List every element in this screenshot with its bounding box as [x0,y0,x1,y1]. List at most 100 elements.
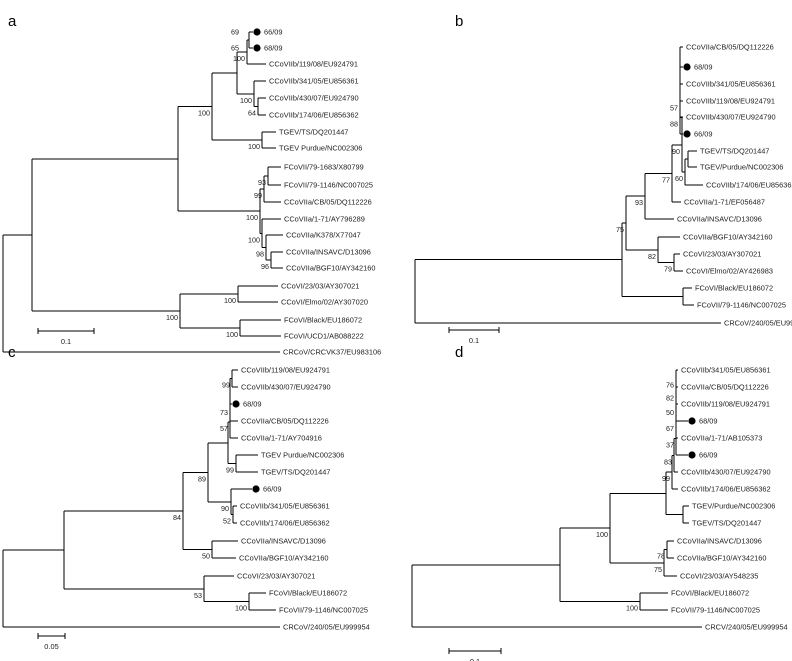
tip-label: CCoVI/23/03/AY307021 [237,572,315,581]
tip-label: FCoVI/UCD1/AB088222 [284,332,364,341]
bootstrap-value: 100 [626,604,638,613]
scale-bar-label: 0.05 [44,642,58,651]
isolate-marker-icon [683,63,691,71]
tip-label: TGEV Purdue/NC002306 [261,451,344,460]
bootstrap-value: 90 [221,504,229,513]
isolate-marker-icon [683,130,691,138]
bootstrap-value: 77 [662,175,670,184]
tip-label: FCoVII/79-1683/X80799 [284,163,364,172]
tip-label: CCoVIIb/119/08/EU924791 [686,97,775,106]
tip-label: CCoVIIb/341/05/EU856361 [240,502,330,511]
tip-label: FCoVII/79-1146/NC007025 [671,606,760,615]
tip-label: TGEV/TS/DQ201447 [700,147,769,156]
tip-label: CCoVIIa/K378/X77047 [286,231,361,240]
bootstrap-value: 99 [222,381,230,390]
tip-label: FCoVI/Black/EU186072 [284,316,362,325]
tip-label: 66/09 [263,485,282,494]
bootstrap-value: 84 [173,513,181,522]
tip-label: CRCoV/CRCVK37/EU983106 [283,348,381,357]
tip-label: CCoVIIa/BGF10/AY342160 [683,233,772,242]
bootstrap-value: 57 [670,103,678,112]
tip-label: CCoVIIa/BGF10/AY342160 [286,264,375,273]
bootstrap-value: 90 [672,147,680,156]
tip-label: CCoVIIa/CB/05/DQ112226 [241,417,329,426]
isolate-marker-icon [253,44,261,52]
tip-label: CCoVIIa/INSAVC/D13096 [677,537,762,546]
bootstrap-value: 52 [223,517,231,526]
bootstrap-value: 93 [635,198,643,207]
panel-b-label: b [455,13,463,30]
bootstrap-value: 82 [666,393,674,402]
scale-bar-label: 0.1 [61,337,71,346]
tip-label: 68/09 [264,44,283,53]
tip-label: CCoVIIb/119/08/EU924791 [681,400,770,409]
bootstrap-value: 88 [670,120,678,129]
bootstrap-value: 65 [231,44,239,53]
bootstrap-value: 50 [202,552,210,561]
tip-label: CCoVIIa/1-71/EF056487 [684,198,765,207]
isolate-marker-icon [253,28,261,36]
scale-bar-label: 0.1 [469,336,479,345]
tip-label: CCoVIIb/174/06/EU856362 [240,519,330,528]
tip-label: CCoVIIb/341/05/EU856361 [681,366,771,375]
bootstrap-value: 75 [654,565,662,574]
bootstrap-value: 100 [596,530,608,539]
bootstrap-value: 76 [666,381,674,390]
bootstrap-value: 69 [231,28,239,37]
tip-label: FCoVII/79-1146/NC007025 [697,301,786,310]
tip-label: 68/09 [699,417,718,426]
tip-label: CCoVI/Elmo/02/AY307020 [281,298,368,307]
bootstrap-value: 99 [226,466,234,475]
tip-label: FCoVII/79-1146/NC007025 [284,181,373,190]
tip-label: 66/09 [694,130,713,139]
tip-label: CCoVIIa/1-71/AY796289 [284,215,365,224]
bootstrap-value: 100 [166,313,178,322]
tip-label: CCoVIIa/INSAVC/D13096 [677,215,762,224]
tip-label: FCoVII/79-1146/NC007025 [279,606,368,615]
tip-label: TGEV Purdue/NC002306 [279,144,362,153]
bootstrap-value: 73 [220,408,228,417]
tip-label: TGEV/TS/DQ201447 [261,468,330,477]
bootstrap-value: 100 [240,96,252,105]
tip-label: CCoVIIb/174/06/EU856362 [269,111,359,120]
tree-panel-d: CCoVIIb/341/05/EU856361 CCoVIIa/CB/05/DQ1… [411,366,788,661]
bootstrap-value: 83 [664,457,672,466]
tip-label: CCoVIIa/1-71/AY704916 [241,434,322,443]
bootstrap-value: 100 [235,604,247,613]
tip-label: FCoVI/Black/EU186072 [695,284,773,293]
tip-label: CCoVIIa/BGF10/AY342160 [239,554,328,563]
bootstrap-value: 53 [194,591,202,600]
isolate-marker-icon [688,451,696,459]
tip-label: FCoVI/Black/EU186072 [269,589,347,598]
bootstrap-value: 96 [261,262,269,271]
tip-label: 66/09 [264,28,283,37]
bootstrap-value: 64 [248,109,256,118]
tip-label: CCoVIIb/119/08/EU924791 [269,60,358,69]
tip-label: CCoVIIb/174/06/EU856362 [706,181,792,190]
tip-label: CRCoV/240/05/EU999954 [283,623,370,632]
isolate-marker-icon [688,417,696,425]
tree-panel-b: CCoVIIa/CB/05/DQ112226 68/09 CCoVIIb/341/0… [414,43,792,345]
tip-label: CRCV/240/05/EU999954 [705,623,788,632]
panel-d-label: d [455,344,463,361]
bootstrap-value: 37 [666,441,674,450]
bootstrap-value: 78 [657,552,665,561]
tip-label: CCoVI/Elmo/02/AY426983 [686,267,773,276]
tip-label: TGEV/TS/DQ201447 [279,128,348,137]
bootstrap-value: 100 [226,330,238,339]
tip-label: CCoVIIa/CB/05/DQ112226 [284,198,372,207]
tip-label: CCoVIIa/1-71/AB105373 [681,434,762,443]
tip-label: CCoVIIb/430/07/EU924790 [686,113,776,122]
bootstrap-value: 99 [662,474,670,483]
bootstrap-value: 82 [648,252,656,261]
tip-label: CRCoV/240/05/EU999954 [724,319,792,328]
bootstrap-value: 100 [246,213,258,222]
bootstrap-value: 93 [258,178,266,187]
bootstrap-value: 100 [248,142,260,151]
bootstrap-value: 60 [675,174,683,183]
tip-label: CCoVIIb/119/08/EU924791 [241,366,330,375]
bootstrap-value: 57 [220,424,228,433]
tip-label: CCoVIIb/341/05/EU856361 [269,77,359,86]
bootstrap-value: 99 [254,191,262,200]
